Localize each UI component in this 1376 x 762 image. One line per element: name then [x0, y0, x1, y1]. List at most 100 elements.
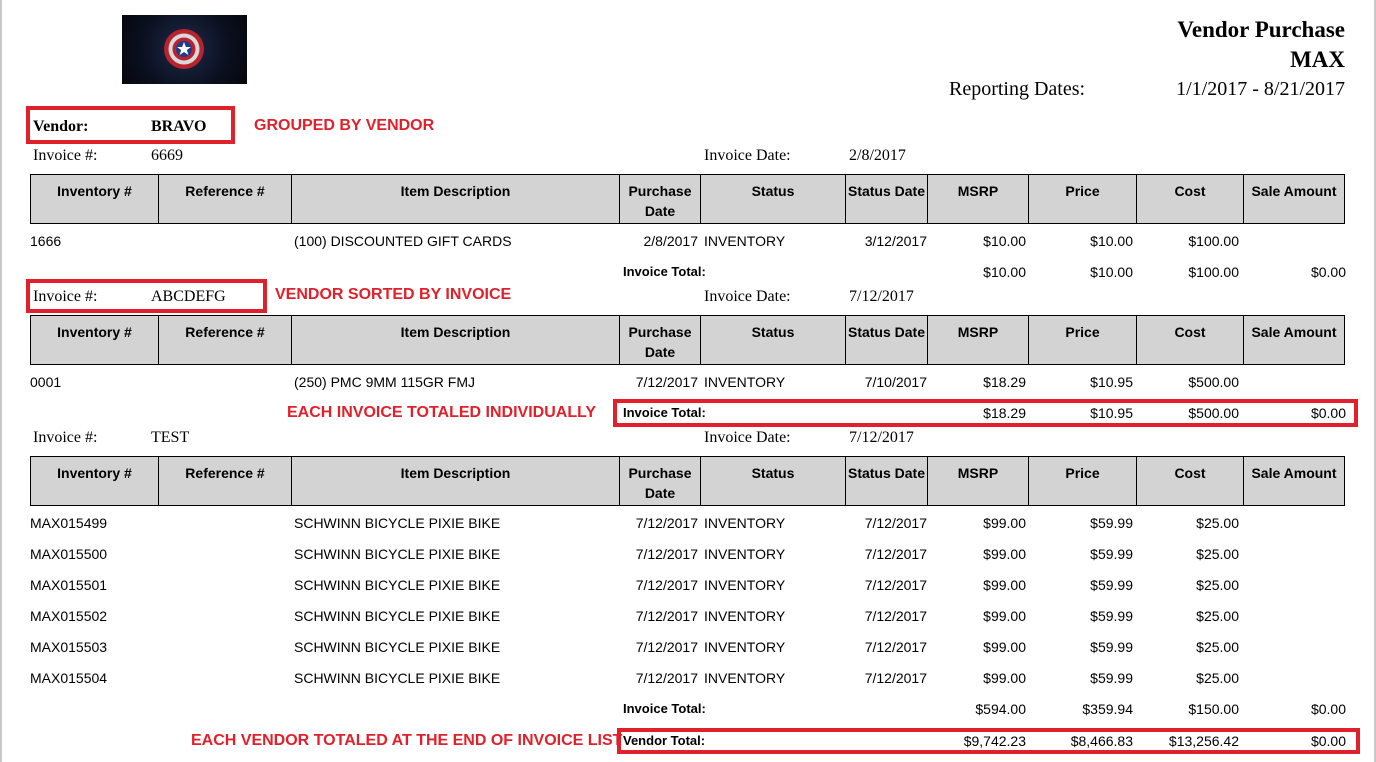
- reporting-dates-value: 1/1/2017 - 8/21/2017: [1176, 78, 1345, 100]
- col-inventory: Inventory #: [31, 175, 159, 223]
- cell-inv: MAX015502: [30, 608, 108, 624]
- col-sale-amount: Sale Amount: [1251, 183, 1337, 199]
- cell-cost: $25.00: [1196, 546, 1239, 562]
- cell-inv: MAX015500: [30, 546, 108, 562]
- vendor-highlight-box: [26, 106, 235, 144]
- invoice-total-row: Invoice Total: $18.29 $10.95 $500.00 $0.…: [0, 405, 1376, 425]
- col-purchase-date: Purchase Date: [620, 457, 701, 505]
- invoice-table-header: Inventory # Reference # Item Description…: [30, 456, 1345, 506]
- col-status: Status: [701, 316, 846, 364]
- cell-sdate: 7/12/2017: [864, 577, 927, 593]
- col-msrp: MSRP: [928, 457, 1029, 505]
- table-row: MAX015501 SCHWINN BICYCLE PIXIE BIKE 7/1…: [0, 577, 1376, 597]
- cell-inv: MAX015499: [30, 515, 108, 531]
- invoice-number-label: Invoice #:: [33, 429, 98, 446]
- col-price: Price: [1029, 316, 1137, 364]
- cell-price: $8,466.83: [1070, 733, 1133, 749]
- cell-sale: $0.00: [1310, 733, 1346, 749]
- invoice-total-row: Invoice Total: $10.00 $10.00 $100.00 $0.…: [0, 264, 1376, 284]
- col-status: Status: [701, 457, 846, 505]
- cell-msrp: $99.00: [983, 608, 1026, 624]
- cell-sdate: 3/12/2017: [864, 233, 927, 249]
- cell-desc: SCHWINN BICYCLE PIXIE BIKE: [294, 608, 501, 624]
- cell-msrp: $99.00: [983, 546, 1026, 562]
- cell-sdate: 7/12/2017: [864, 670, 927, 686]
- cell-price: $10.00: [1090, 233, 1133, 249]
- col-reference: Reference #: [159, 175, 292, 223]
- cell-desc: SCHWINN BICYCLE PIXIE BIKE: [294, 577, 501, 593]
- cell-msrp: $99.00: [983, 670, 1026, 686]
- cell-sale: $0.00: [1310, 264, 1346, 280]
- cell-sale: $0.00: [1310, 405, 1346, 421]
- cell-inv: MAX015504: [30, 670, 108, 686]
- cell-price: $59.99: [1090, 670, 1133, 686]
- col-description: Item Description: [292, 316, 620, 364]
- col-status-date: Status Date: [846, 457, 928, 505]
- cell-pdate: 2/8/2017: [643, 233, 699, 249]
- cell-cost: $25.00: [1196, 515, 1239, 531]
- col-reference: Reference #: [159, 457, 292, 505]
- table-row: 1666 (100) DISCOUNTED GIFT CARDS 2/8/201…: [0, 233, 1376, 253]
- cell-price: $10.95: [1090, 374, 1133, 390]
- invoice-date: 2/8/2017: [849, 147, 906, 164]
- table-row: MAX015503 SCHWINN BICYCLE PIXIE BIKE 7/1…: [0, 639, 1376, 659]
- cell-cost: $100.00: [1188, 264, 1239, 280]
- cell-inv: MAX015501: [30, 577, 108, 593]
- cell-cost: $13,256.42: [1168, 733, 1239, 749]
- cell-msrp: $9,742.23: [963, 733, 1026, 749]
- cell-totlabel: Vendor Total:: [623, 733, 706, 748]
- cell-msrp: $99.00: [983, 577, 1026, 593]
- invoice-number: TEST: [151, 429, 190, 446]
- col-inventory: Inventory #: [31, 457, 159, 505]
- cell-desc: (250) PMC 9MM 115GR FMJ: [294, 374, 475, 390]
- cell-msrp: $99.00: [983, 639, 1026, 655]
- col-purchase-date: Purchase Date: [620, 316, 701, 364]
- cell-status: INVENTORY: [704, 233, 786, 249]
- cell-totlabel: Invoice Total:: [623, 264, 706, 279]
- cell-totlabel: Invoice Total:: [623, 405, 706, 420]
- col-msrp: MSRP: [928, 316, 1029, 364]
- cell-status: INVENTORY: [704, 639, 786, 655]
- cell-sdate: 7/12/2017: [864, 546, 927, 562]
- report-title: Vendor Purchase: [1177, 17, 1345, 42]
- cell-desc: SCHWINN BICYCLE PIXIE BIKE: [294, 639, 501, 655]
- cell-pdate: 7/12/2017: [635, 515, 698, 531]
- cell-sdate: 7/12/2017: [864, 639, 927, 655]
- cell-sdate: 7/12/2017: [864, 608, 927, 624]
- cell-cost: $25.00: [1196, 577, 1239, 593]
- cell-pdate: 7/12/2017: [635, 639, 698, 655]
- cell-cost: $150.00: [1188, 701, 1239, 717]
- cell-cost: $25.00: [1196, 608, 1239, 624]
- cell-price: $10.00: [1090, 264, 1133, 280]
- captain-shield-logo-icon: [122, 15, 247, 84]
- cell-cost: $25.00: [1196, 670, 1239, 686]
- cell-sdate: 7/10/2017: [864, 374, 927, 390]
- col-status-date: Status Date: [846, 316, 928, 364]
- cell-status: INVENTORY: [704, 515, 786, 531]
- table-row: MAX015499 SCHWINN BICYCLE PIXIE BIKE 7/1…: [0, 515, 1376, 535]
- col-sale-amount: Sale Amount: [1251, 324, 1337, 340]
- cell-price: $59.99: [1090, 577, 1133, 593]
- col-description: Item Description: [292, 457, 620, 505]
- cell-desc: (100) DISCOUNTED GIFT CARDS: [294, 233, 512, 249]
- cell-inv: 1666: [30, 233, 62, 249]
- invoice-date-label: Invoice Date:: [704, 288, 791, 305]
- cell-cost: $500.00: [1188, 405, 1239, 421]
- vendor-label: Vendor:: [33, 118, 89, 135]
- vendor-total-highlight-box: [617, 728, 1360, 754]
- cell-msrp: $99.00: [983, 515, 1026, 531]
- invoice-date-label: Invoice Date:: [704, 429, 791, 446]
- cell-price: $10.95: [1090, 405, 1133, 421]
- col-reference: Reference #: [159, 316, 292, 364]
- col-cost: Cost: [1137, 457, 1244, 505]
- cell-msrp: $10.00: [983, 233, 1026, 249]
- table-row: MAX015504 SCHWINN BICYCLE PIXIE BIKE 7/1…: [0, 670, 1376, 690]
- col-purchase-date: Purchase Date: [620, 175, 701, 223]
- invoice-date-label: Invoice Date:: [704, 147, 791, 164]
- cell-inv: MAX015503: [30, 639, 108, 655]
- invoice-table-header: Inventory # Reference # Item Description…: [30, 315, 1345, 365]
- cell-sale: $0.00: [1310, 701, 1346, 717]
- annotation-sorted: VENDOR SORTED BY INVOICE: [275, 286, 512, 303]
- cell-price: $59.99: [1090, 639, 1133, 655]
- col-msrp: MSRP: [928, 175, 1029, 223]
